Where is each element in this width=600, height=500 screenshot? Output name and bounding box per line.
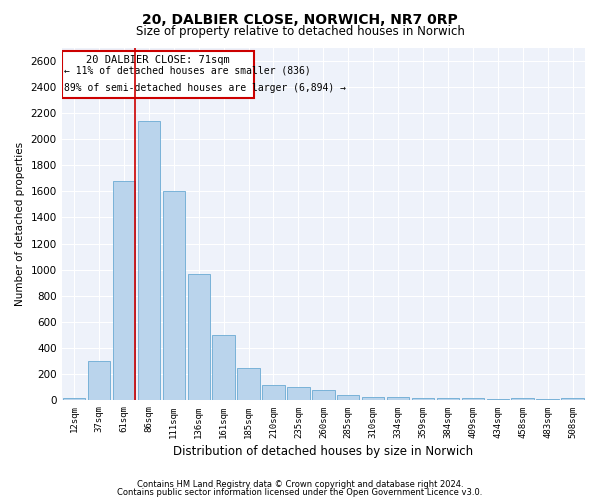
Text: 20 DALBIER CLOSE: 71sqm: 20 DALBIER CLOSE: 71sqm — [86, 56, 229, 66]
Bar — [437, 398, 459, 400]
Text: 20, DALBIER CLOSE, NORWICH, NR7 0RP: 20, DALBIER CLOSE, NORWICH, NR7 0RP — [142, 12, 458, 26]
Text: Contains HM Land Registry data © Crown copyright and database right 2024.: Contains HM Land Registry data © Crown c… — [137, 480, 463, 489]
Bar — [212, 335, 235, 400]
Bar — [113, 181, 135, 400]
Bar — [88, 361, 110, 401]
Bar — [387, 397, 409, 400]
Bar — [312, 390, 335, 400]
Bar — [238, 368, 260, 400]
Text: 89% of semi-detached houses are larger (6,894) →: 89% of semi-detached houses are larger (… — [64, 83, 346, 93]
Bar — [461, 398, 484, 400]
FancyBboxPatch shape — [62, 52, 254, 98]
Bar — [337, 394, 359, 400]
Bar — [536, 399, 559, 400]
Bar — [63, 398, 85, 400]
Bar — [188, 274, 210, 400]
X-axis label: Distribution of detached houses by size in Norwich: Distribution of detached houses by size … — [173, 444, 473, 458]
Bar — [287, 388, 310, 400]
Text: ← 11% of detached houses are smaller (836): ← 11% of detached houses are smaller (83… — [64, 65, 311, 75]
Bar — [362, 396, 385, 400]
Bar — [262, 385, 285, 400]
Text: Contains public sector information licensed under the Open Government Licence v3: Contains public sector information licen… — [118, 488, 482, 497]
Bar — [163, 192, 185, 400]
Bar — [412, 398, 434, 400]
Text: Size of property relative to detached houses in Norwich: Size of property relative to detached ho… — [136, 25, 464, 38]
Y-axis label: Number of detached properties: Number of detached properties — [15, 142, 25, 306]
Bar — [562, 398, 584, 400]
Bar — [487, 399, 509, 400]
Bar — [137, 120, 160, 400]
Bar — [511, 398, 534, 400]
